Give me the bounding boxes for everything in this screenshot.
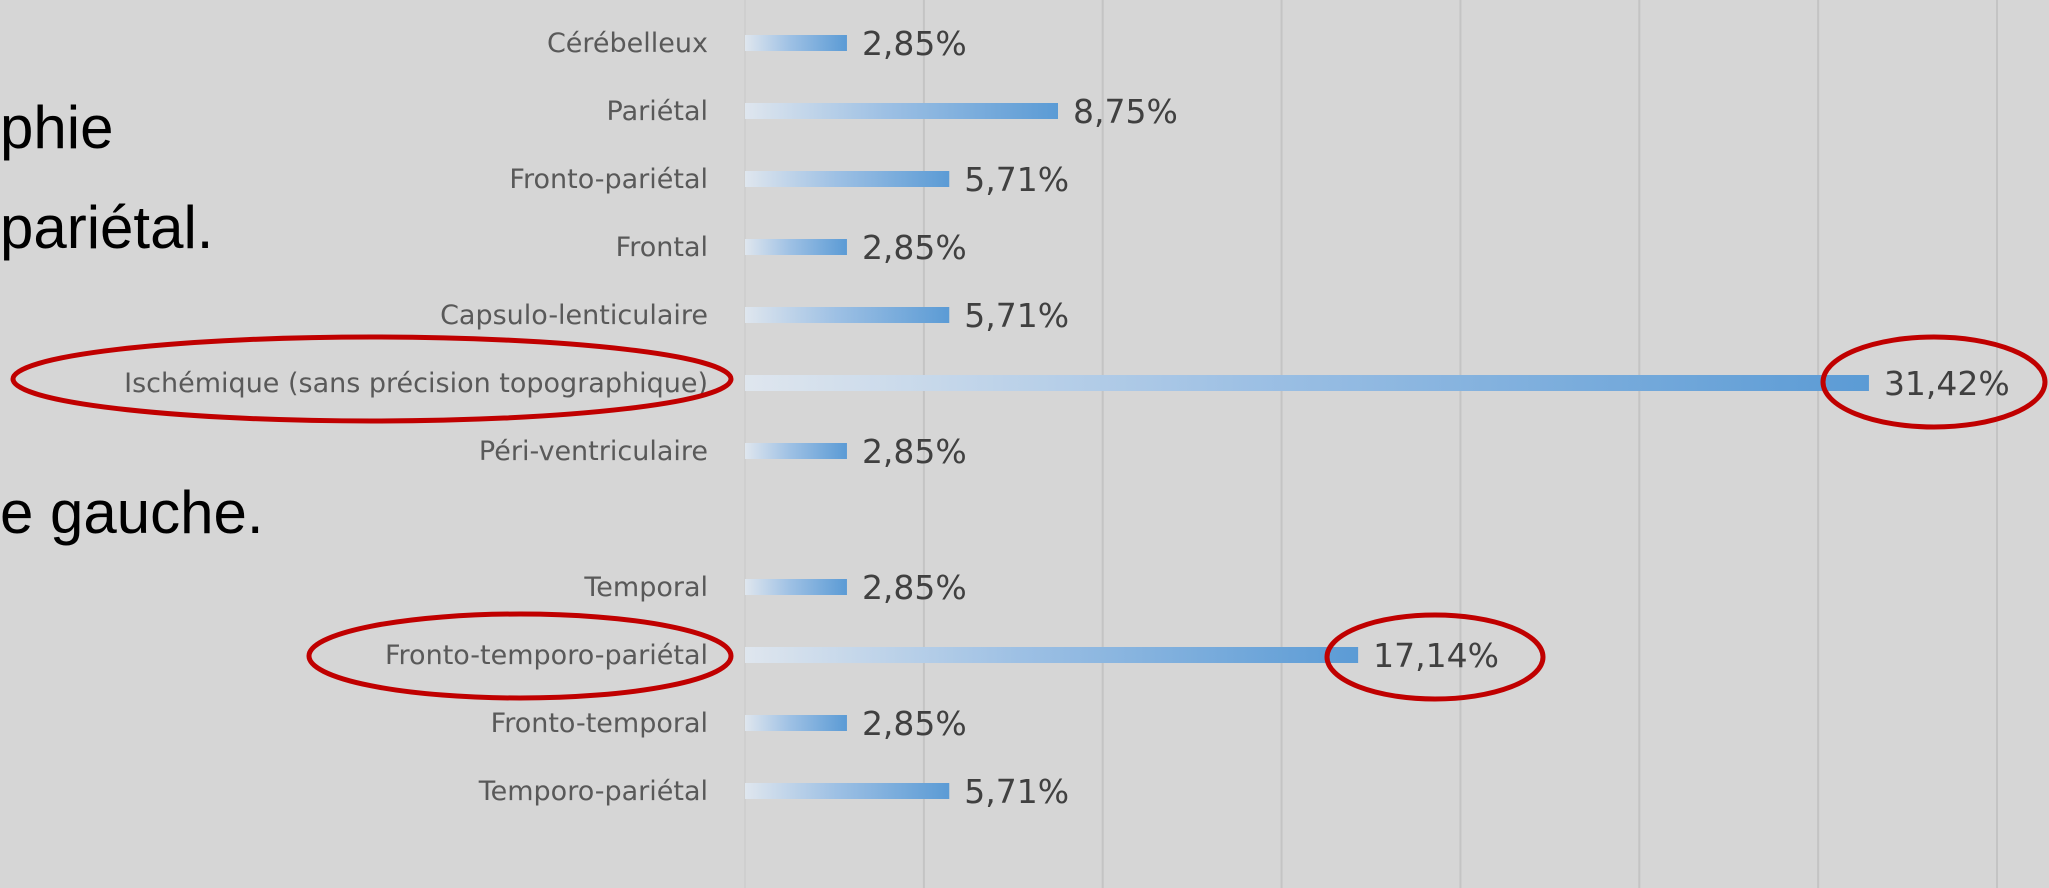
value-label: 2,85% <box>862 228 967 267</box>
bar <box>745 239 847 255</box>
value-label: 17,14% <box>1373 636 1499 675</box>
category-label: Cérébelleux <box>547 28 708 59</box>
category-label: Fronto-temporal <box>491 708 708 739</box>
value-label: 8,75% <box>1073 92 1178 131</box>
slide-text: phie <box>0 94 113 161</box>
bar <box>745 35 847 51</box>
bar <box>745 715 847 731</box>
category-label: Péri-ventriculaire <box>479 436 708 467</box>
category-label: Temporal <box>583 572 708 603</box>
highlight-ellipse <box>1324 612 1546 702</box>
bar <box>745 783 950 799</box>
grid <box>744 0 1998 888</box>
highlight-ellipse <box>10 334 734 424</box>
bar <box>745 579 847 595</box>
value-label: 5,71% <box>964 160 1069 199</box>
category-label: Fronto-temporo-pariétal <box>385 640 708 671</box>
slide-text: e gauche. <box>0 479 264 546</box>
category-label: Pariétal <box>607 96 708 127</box>
plot: Cérébelleux 2,85% Pariétal 8,75% Fronto-pari… <box>124 24 2010 811</box>
value-label: 2,85% <box>862 24 967 63</box>
highlights <box>10 334 2048 702</box>
highlight-ellipse <box>1820 334 2048 430</box>
bar <box>745 647 1359 663</box>
value-label: 2,85% <box>862 432 967 471</box>
category-label: Ischémique (sans précision topographique… <box>124 368 708 399</box>
category-label: Capsulo-lenticulaire <box>440 300 708 331</box>
bar <box>745 103 1058 119</box>
category-label: Frontal <box>616 232 708 263</box>
bar <box>745 307 950 323</box>
value-label: 2,85% <box>862 704 967 743</box>
bar <box>745 171 950 187</box>
category-label: Fronto-pariétal <box>509 164 708 195</box>
bar <box>745 443 847 459</box>
bar <box>745 375 1869 391</box>
slide-text: pariétal. <box>0 194 213 261</box>
value-label: 31,42% <box>1884 364 2010 403</box>
value-label: 2,85% <box>862 568 967 607</box>
highlight-ellipse <box>306 611 734 701</box>
category-label: Temporo-pariétal <box>478 776 708 807</box>
value-label: 5,71% <box>964 772 1069 811</box>
value-label: 5,71% <box>964 296 1069 335</box>
